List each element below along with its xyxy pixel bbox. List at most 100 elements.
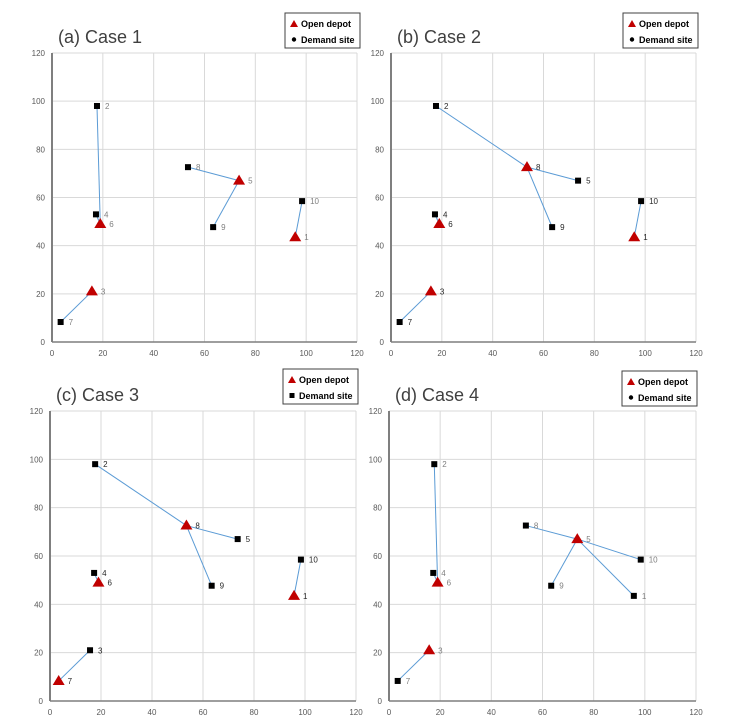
y-tick-label: 0	[41, 338, 46, 347]
x-tick-label: 60	[199, 708, 208, 717]
assignment-link	[212, 180, 240, 228]
depot-marker	[92, 576, 105, 587]
point-label: 5	[586, 535, 591, 544]
assignment-link	[397, 649, 430, 682]
legend-demand-label: Demand site	[299, 391, 353, 401]
demand-marker	[91, 569, 98, 576]
y-tick-label: 60	[373, 552, 382, 561]
depot-marker	[85, 285, 98, 296]
legend: Open depot Demand site	[621, 370, 698, 407]
depot-marker	[288, 589, 301, 600]
demand-marker	[184, 164, 191, 171]
x-tick-label: 40	[488, 349, 497, 358]
demand-marker	[87, 647, 94, 654]
demand-marker	[92, 461, 99, 468]
assignment-link	[633, 201, 642, 238]
assignment-link	[185, 525, 213, 586]
x-tick-label: 100	[299, 349, 313, 358]
demand-marker	[432, 102, 439, 109]
y-tick-label: 0	[39, 697, 44, 706]
legend-box	[621, 370, 698, 407]
panel-title: (a) Case 1	[58, 27, 142, 47]
demand-marker	[522, 522, 529, 529]
x-tick-label: 0	[48, 708, 53, 717]
legend-depot-label: Open depot	[639, 19, 689, 29]
y-tick-label: 20	[34, 649, 43, 658]
point-label: 9	[221, 223, 226, 232]
legend-depot-marker	[288, 376, 296, 383]
demand-marker	[548, 582, 555, 589]
assignment-link	[550, 538, 578, 586]
demand-marker	[431, 211, 438, 218]
demand-marker	[394, 677, 401, 684]
x-tick-label: 20	[98, 349, 107, 358]
y-tick-label: 120	[369, 407, 383, 416]
y-tick-label: 120	[30, 407, 44, 416]
point-label: 8	[536, 163, 541, 172]
legend-demand-label: Demand site	[301, 35, 355, 45]
depot-marker	[571, 533, 584, 544]
y-tick-label: 40	[373, 600, 382, 609]
demand-marker	[299, 198, 306, 205]
x-tick-label: 40	[149, 349, 158, 358]
point-label: 8	[196, 163, 201, 172]
assignment-link	[96, 105, 101, 225]
depot-marker	[424, 285, 437, 296]
panel-title: (c) Case 3	[56, 385, 139, 405]
point-label: 10	[649, 556, 658, 565]
x-tick-label: 0	[50, 349, 55, 358]
point-label: 3	[438, 646, 443, 655]
point-label: 10	[649, 197, 658, 206]
x-tick-label: 120	[349, 708, 363, 717]
point-label: 5	[586, 177, 591, 186]
y-tick-label: 100	[369, 455, 383, 464]
point-label: 10	[310, 197, 319, 206]
point-label: 2	[103, 460, 108, 469]
assignment-link	[60, 291, 93, 323]
assignment-link	[576, 538, 635, 597]
point-label: 7	[408, 318, 413, 327]
point-label: 4	[102, 569, 107, 578]
chart-panel-2: (b) Case 2 0 20 40 60 80 100 120 0 20 40 60 80 100 120…	[371, 12, 703, 358]
x-tick-label: 40	[487, 708, 496, 717]
chart-panel-3: (c) Case 3 0 20 40 60 80 100 120 0 20 40 60 80 100 120…	[30, 368, 363, 717]
x-tick-label: 0	[389, 349, 394, 358]
assignment-link	[577, 538, 641, 561]
depot-marker	[431, 576, 444, 587]
legend-demand-marker	[629, 37, 635, 42]
demand-marker	[430, 569, 437, 576]
point-label: 2	[442, 460, 447, 469]
legend-box	[622, 12, 699, 49]
x-tick-label: 40	[148, 708, 157, 717]
x-tick-label: 20	[436, 708, 445, 717]
y-tick-label: 60	[36, 194, 45, 203]
panel-title: (b) Case 2	[397, 27, 481, 47]
assignment-link	[526, 166, 579, 182]
point-label: 6	[109, 220, 114, 229]
x-tick-label: 0	[387, 708, 392, 717]
assignment-link	[187, 166, 240, 182]
chart-panel-4: (d) Case 4 0 20 40 60 80 100 120 0 20 40 60 80 100 120…	[369, 370, 703, 717]
y-tick-label: 60	[34, 552, 43, 561]
assignment-link	[293, 559, 302, 596]
y-tick-label: 80	[373, 504, 382, 513]
x-tick-label: 120	[350, 349, 364, 358]
depot-marker	[520, 161, 533, 172]
point-label: 4	[443, 210, 448, 219]
x-tick-label: 80	[590, 349, 599, 358]
depot-marker	[52, 674, 65, 685]
x-tick-label: 60	[200, 349, 209, 358]
legend: Open depot Demand site	[622, 12, 699, 49]
demand-marker	[431, 461, 438, 468]
point-label: 3	[98, 646, 103, 655]
chart-panel-1: (a) Case 1 0 20 40 60 80 100 120 0 20 40 60 80 100 120…	[32, 12, 364, 358]
demand-marker	[396, 319, 403, 326]
point-label: 4	[104, 210, 109, 219]
y-tick-label: 0	[380, 338, 385, 347]
legend-depot-label: Open depot	[301, 19, 351, 29]
x-tick-label: 20	[437, 349, 446, 358]
demand-marker	[208, 582, 215, 589]
depot-marker	[628, 231, 641, 242]
legend-box	[284, 12, 361, 49]
